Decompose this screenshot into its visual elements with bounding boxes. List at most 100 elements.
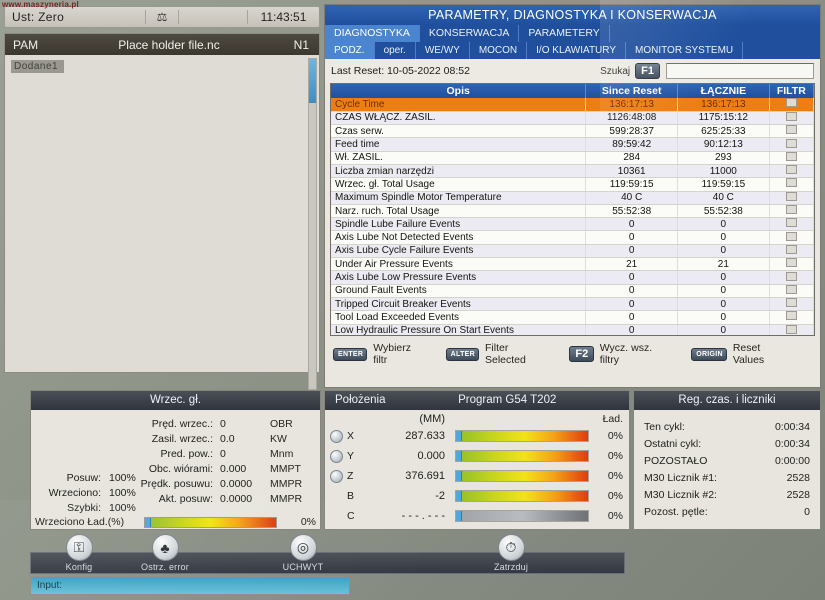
row-filter-checkbox[interactable] (769, 217, 814, 232)
positions-rows: X 287.633 0% Y 0.000 0% Z 376.691 0% B -2 0% C - - - … (325, 426, 629, 526)
search-key-f1[interactable]: F1 (635, 63, 660, 79)
axis-zero-return-icon[interactable] (325, 429, 347, 443)
subtab-mocon[interactable]: MOCON (470, 42, 528, 59)
filter-checkbox-icon[interactable] (785, 298, 797, 308)
table-row[interactable]: Axis Lube Not Detected Events 0 0 (331, 230, 814, 245)
table-row[interactable]: Cycle Time 136:17:13 136:17:13 (331, 98, 814, 112)
row-filter-checkbox[interactable] (769, 324, 814, 335)
table-row[interactable]: Ground Fault Events 0 0 (331, 284, 814, 298)
row-filter-checkbox[interactable] (769, 230, 814, 245)
clock-icon[interactable]: ⏱ (497, 534, 525, 561)
table-row[interactable]: Czas serw. 599:28:37 625:25:33 (331, 124, 814, 139)
filter-checkbox-icon[interactable] (785, 271, 797, 281)
filter-checkbox-icon[interactable] (785, 324, 797, 334)
axis-zero-return-icon[interactable] (325, 469, 347, 483)
keycap-alter[interactable]: ALTER (445, 347, 479, 361)
filter-checkbox-icon[interactable] (785, 231, 797, 241)
action-reset-values[interactable]: ORIGIN Reset Values (691, 342, 792, 366)
row-filter-checkbox[interactable] (769, 270, 814, 285)
row-filter-checkbox[interactable] (769, 124, 814, 139)
row-filter-checkbox[interactable] (769, 164, 814, 179)
filter-checkbox-icon[interactable] (785, 258, 797, 268)
column-header-opis[interactable]: Opis (331, 84, 587, 98)
column-header---cznie[interactable]: ŁĄCZNIE (677, 84, 770, 98)
filter-checkbox-icon[interactable] (785, 244, 797, 254)
column-header-filtr[interactable]: FILTR (769, 84, 814, 98)
row-filter-checkbox[interactable] (769, 204, 814, 219)
tool-offset-icon[interactable]: ⚖ (145, 10, 179, 24)
table-row[interactable]: Maximum Spindle Motor Temperature 40 C 40 … (331, 191, 814, 205)
column-header-since-reset[interactable]: Since Reset (585, 84, 678, 98)
row-filter-checkbox[interactable] (769, 244, 814, 259)
filter-checkbox-icon[interactable] (785, 138, 797, 148)
chuck-icon[interactable]: ◎ (289, 534, 317, 561)
row-filter-checkbox[interactable] (769, 284, 814, 298)
subtab-i-o-klawiatury[interactable]: I/O KLAWIATURY (527, 42, 626, 59)
program-selected-line[interactable]: Dodane1 (11, 60, 65, 73)
filter-checkbox-icon[interactable] (785, 151, 797, 161)
table-row[interactable]: Tripped Circuit Breaker Events 0 0 (331, 297, 814, 312)
subtab-podz-[interactable]: PODZ. (325, 42, 375, 59)
axis-home-icon[interactable] (329, 469, 343, 483)
filter-checkbox-icon[interactable] (785, 311, 797, 321)
action-wybierz-filtr[interactable]: ENTER Wybierz filtr (333, 342, 426, 366)
tab-diagnostyka[interactable]: DIAGNOSTYKA (325, 25, 420, 42)
subtab-monitor-systemu[interactable]: MONITOR SYSTEMU (626, 42, 744, 59)
lock-icon[interactable]: ⚿ (65, 534, 93, 561)
iconbar-item-konfig[interactable]: ⚿ Konfig (36, 534, 122, 572)
table-row[interactable]: CZAS WŁĄCZ. ZASIL. 1126:48:08 1175:15:12 (331, 111, 814, 126)
filter-checkbox-icon[interactable] (785, 111, 797, 121)
iconbar-item-ostrz--error[interactable]: ♣ Ostrz. error (122, 534, 208, 572)
table-row[interactable]: Axis Lube Cycle Failure Events 0 0 (331, 244, 814, 259)
row-filter-checkbox[interactable] (769, 151, 814, 165)
tab-konserwacja[interactable]: KONSERWACJA (420, 25, 520, 42)
row-filter-checkbox[interactable] (769, 137, 814, 152)
filter-checkbox-icon[interactable] (785, 98, 797, 108)
table-row[interactable]: Axis Lube Low Pressure Events 0 0 (331, 270, 814, 285)
filter-checkbox-icon[interactable] (785, 191, 797, 201)
table-row[interactable]: Spindle Lube Failure Events 0 0 (331, 217, 814, 232)
subtab-oper-[interactable]: oper. (375, 42, 416, 59)
search-input[interactable] (666, 63, 814, 79)
axis-zero-return-icon[interactable] (325, 449, 347, 463)
table-row[interactable]: Wrzec. gł. Total Usage 119:59:15 119:59:15 (331, 177, 814, 192)
table-row[interactable]: Tool Load Exceeded Events 0 0 (331, 310, 814, 325)
filter-checkbox-icon[interactable] (785, 178, 797, 188)
table-row[interactable]: Low Hydraulic Pressure On Start Events 0 0 (331, 324, 814, 335)
keycap-enter[interactable]: ENTER (333, 347, 368, 361)
row-filter-checkbox[interactable] (769, 297, 814, 312)
row-filter-checkbox[interactable] (769, 257, 814, 272)
row-filter-checkbox[interactable] (769, 98, 814, 112)
program-scrollbar-thumb[interactable] (309, 59, 316, 103)
diagnostics-table-wrapper[interactable]: Opis Since Reset ŁĄCZNIE FILTR Cycle Time 13… (330, 83, 815, 336)
row-filter-checkbox[interactable] (769, 111, 814, 126)
keycap-f2[interactable]: F2 (569, 346, 594, 362)
axis-home-icon[interactable] (329, 449, 343, 463)
table-row[interactable]: Liczba zmian narzędzi 10361 11000 (331, 164, 814, 179)
axis-home-icon[interactable] (329, 429, 343, 443)
filter-checkbox-icon[interactable] (785, 284, 797, 294)
action-wycz--wsz--filtry[interactable]: F2 Wycz. wsz. filtry (569, 342, 671, 366)
table-row[interactable]: Feed time 89:59:42 90:12:13 (331, 137, 814, 152)
left-column: Ust: Zero ⚖ 11:43:51 PAM Place holder fi… (4, 6, 320, 390)
subtab-we-wy[interactable]: WE/WY (416, 42, 470, 59)
action-filter-selected[interactable]: ALTER Filter Selected (445, 342, 550, 366)
tab-parametery[interactable]: PARAMETERY (519, 25, 610, 42)
table-row[interactable]: Wł. ZASIL. 284 293 (331, 151, 814, 165)
tree-icon[interactable]: ♣ (151, 534, 179, 561)
keycap-origin[interactable]: ORIGIN (691, 347, 727, 361)
table-row[interactable]: Narz. ruch. Total Usage 55:52:38 55:52:38 (331, 204, 814, 219)
row-filter-checkbox[interactable] (769, 191, 814, 205)
row-filter-checkbox[interactable] (769, 177, 814, 192)
table-row[interactable]: Under Air Pressure Events 21 21 (331, 257, 814, 272)
row-filter-checkbox[interactable] (769, 310, 814, 325)
program-scrollbar[interactable] (308, 58, 317, 390)
iconbar-item-uchwyt[interactable]: ◎ UCHWYT (260, 534, 346, 572)
filter-checkbox-icon[interactable] (785, 165, 797, 175)
input-bar[interactable]: Input: (30, 576, 350, 595)
filter-checkbox-icon[interactable] (785, 125, 797, 135)
iconbar-item-zatrzduj[interactable]: ⏱ Zatrzduj (468, 534, 554, 572)
program-text-area[interactable]: Dodane1 (5, 55, 319, 390)
filter-checkbox-icon[interactable] (785, 205, 797, 215)
filter-checkbox-icon[interactable] (785, 218, 797, 228)
